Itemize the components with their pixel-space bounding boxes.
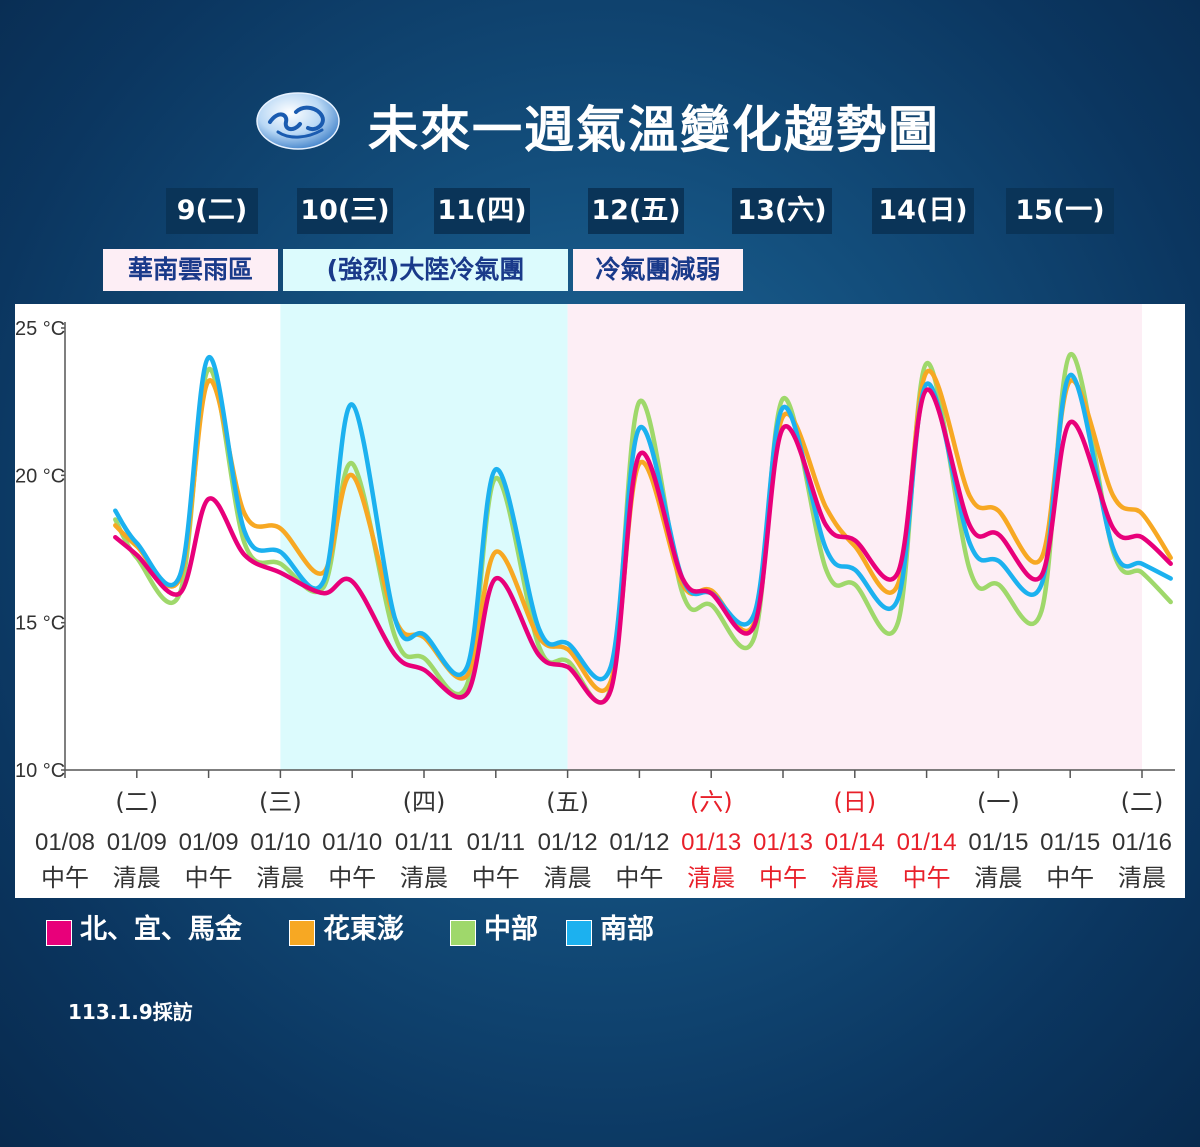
x-tick-date: 01/13: [681, 829, 741, 856]
period-cold-air-weakening: 冷氣團減弱: [573, 249, 743, 291]
x-tick-date: 01/11: [467, 829, 525, 856]
x-tick-time: 中午: [41, 864, 89, 892]
x-tick-day: (三): [259, 788, 302, 816]
x-tick-day: (一): [977, 788, 1020, 816]
legend-swatch-north: [46, 920, 72, 946]
x-tick-date: 01/11: [395, 829, 453, 856]
x-tick-date: 01/09: [179, 829, 239, 856]
x-tick-day: (二): [115, 788, 158, 816]
x-tick-date: 01/10: [250, 829, 310, 856]
x-tick-date: 01/08: [35, 829, 95, 856]
legend-swatch-east: [289, 920, 315, 946]
x-tick-time: 中午: [615, 864, 663, 892]
x-tick-time: 中午: [328, 864, 376, 892]
period-cold-air-mass: (強烈)大陸冷氣團: [283, 249, 568, 291]
x-tick-time: 中午: [1046, 864, 1094, 892]
x-tick-time: 清晨: [974, 864, 1022, 892]
legend-label-central: 中部: [484, 914, 538, 945]
x-tick-date: 01/14: [897, 829, 957, 856]
period-south-china-rain: 華南雲雨區: [103, 249, 278, 291]
series-line-central: [113, 352, 1173, 705]
y-tick-label: 20 °C: [15, 465, 65, 487]
x-tick-time: 清晨: [400, 864, 448, 892]
chart-band-0: [280, 304, 568, 770]
x-tick-time: 中午: [903, 864, 951, 892]
x-tick-day: (日): [833, 788, 876, 816]
legend-swatch-south: [566, 920, 592, 946]
x-tick-time: 清晨: [256, 864, 304, 892]
x-tick-time: 清晨: [687, 864, 735, 892]
x-tick-day: (二): [1121, 788, 1164, 816]
legend-label-east: 花東澎: [323, 914, 404, 945]
x-tick-date: 01/15: [968, 829, 1028, 856]
x-tick-date: 01/16: [1112, 829, 1172, 856]
legend-label-north: 北、宜、馬金: [80, 914, 242, 945]
legend-swatch-central: [450, 920, 476, 946]
day-label-mon: 15(一): [1006, 188, 1114, 234]
chart-band-1: [567, 304, 1142, 770]
x-tick-day: (六): [690, 788, 733, 816]
x-tick-date: 01/12: [609, 829, 669, 856]
legend-label-south: 南部: [600, 914, 654, 945]
x-tick-date: 01/15: [1040, 829, 1100, 856]
interview-date-note: 113.1.9採訪: [68, 1000, 193, 1024]
series-line-north: [113, 387, 1173, 705]
x-tick-time: 清晨: [544, 864, 592, 892]
day-label-sun: 14(日): [872, 188, 974, 234]
series-line-south: [113, 355, 1173, 682]
x-tick-time: 中午: [472, 864, 520, 892]
day-label-thu: 11(四): [434, 188, 530, 234]
y-tick-label: 25 °C: [15, 318, 65, 340]
x-tick-time: 中午: [185, 864, 233, 892]
temperature-chart-svg: 25 °C 20 °C 15 °C 10 °C 01/08 中午 (二) 01/09 清晨 01/…: [15, 304, 1175, 892]
cwa-logo-icon: [256, 92, 340, 150]
day-label-tue: 9(二): [166, 188, 258, 234]
header: 未來一週氣溫變化趨勢圖: [0, 88, 1200, 159]
temperature-chart: 25 °C 20 °C 15 °C 10 °C 01/08 中午 (二) 01/09 清晨 01/…: [15, 304, 1185, 898]
day-label-fri: 12(五): [588, 188, 684, 234]
page-title: 未來一週氣溫變化趨勢圖: [368, 101, 940, 159]
x-tick-day: (四): [403, 788, 446, 816]
x-tick-date: 01/10: [322, 829, 382, 856]
x-tick-day: (五): [546, 788, 589, 816]
day-label-wed: 10(三): [297, 188, 393, 234]
y-tick-label: 15 °C: [15, 613, 65, 635]
day-label-sat: 13(六): [732, 188, 832, 234]
x-tick-date: 01/09: [107, 829, 167, 856]
y-tick-label: 10 °C: [15, 760, 65, 782]
x-tick-date: 01/12: [538, 829, 598, 856]
x-tick-time: 清晨: [831, 864, 879, 892]
x-tick-date: 01/14: [825, 829, 885, 856]
series-line-east: [113, 368, 1173, 693]
x-tick-date: 01/13: [753, 829, 813, 856]
x-tick-time: 中午: [759, 864, 807, 892]
x-tick-time: 清晨: [113, 864, 161, 892]
x-tick-time: 清晨: [1118, 864, 1166, 892]
